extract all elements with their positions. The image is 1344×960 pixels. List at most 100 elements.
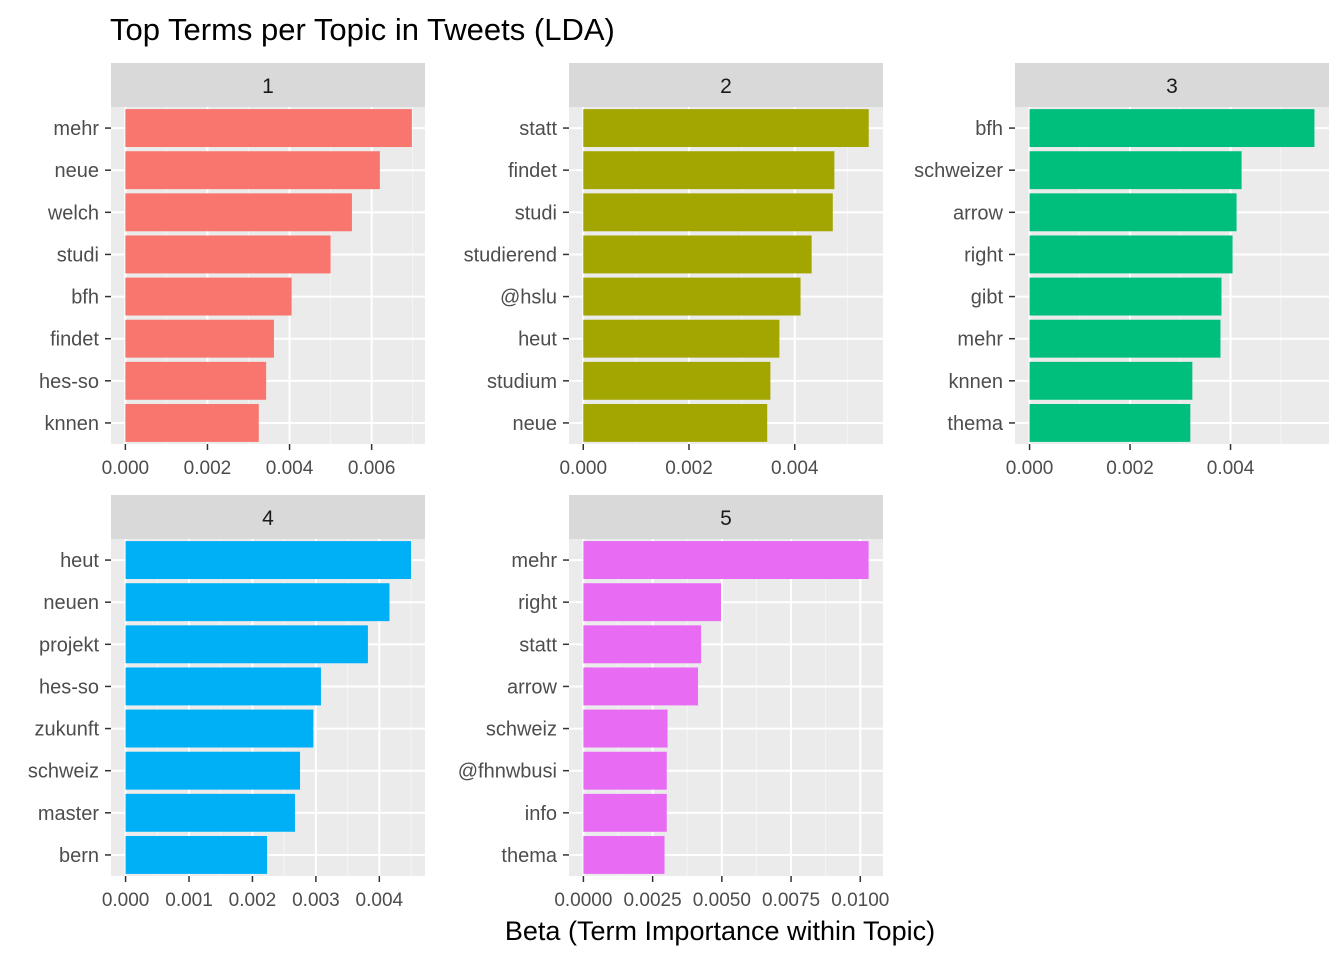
x-tick-label: 0.004 <box>266 458 314 479</box>
facet-panel-2: 2 0.000 0.002 0.004 statt findet studi studiere… <box>464 63 883 479</box>
bar-neuen <box>125 583 390 622</box>
facet-strip <box>111 63 425 107</box>
x-tick-label: 0.006 <box>348 458 396 479</box>
bar-neue <box>583 403 768 442</box>
y-tick-label: hes-so <box>39 371 99 393</box>
facet-strip-label: 4 <box>262 507 274 530</box>
bar-hes-so <box>125 361 267 400</box>
y-tick-label: @fhnwbusi <box>458 761 557 783</box>
x-tick-label: 0.000 <box>102 890 150 911</box>
bar-hes-so <box>125 667 321 706</box>
y-tick-label: projekt <box>39 634 99 656</box>
y-tick-label: statt <box>519 634 557 656</box>
bar-studi <box>583 193 833 232</box>
y-tick-label: studi <box>515 202 557 224</box>
y-tick-label: neue <box>513 413 558 435</box>
facet-strip-label: 1 <box>262 75 274 98</box>
facet-panel-1: 1 0.000 0.002 0.004 0.006 mehr neue welch studi b… <box>39 63 425 479</box>
x-tick-label: 0.0000 <box>554 890 612 911</box>
x-tick-label: 0.004 <box>356 890 404 911</box>
y-tick-label: thema <box>947 413 1003 435</box>
x-tick-label: 0.002 <box>665 458 713 479</box>
bar-mehr <box>1029 319 1221 358</box>
y-tick-label: mehr <box>53 118 99 140</box>
bar-heut <box>583 319 780 358</box>
x-tick-label: 0.0025 <box>624 890 682 911</box>
bar-bfh <box>125 277 292 316</box>
bar-bern <box>125 835 268 874</box>
facet-strip-label: 2 <box>720 75 732 98</box>
y-tick-label: right <box>964 244 1003 266</box>
y-tick-label: neuen <box>43 592 99 614</box>
facet-strip-label: 5 <box>720 507 732 530</box>
y-tick-label: gibt <box>971 287 1004 309</box>
bar-studi <box>125 235 331 274</box>
bar-schweiz <box>125 751 301 790</box>
y-tick-label: knnen <box>45 413 100 435</box>
y-tick-label: heut <box>518 329 557 351</box>
bar-thema <box>583 835 665 874</box>
y-tick-label: right <box>518 592 557 614</box>
bar-welch <box>125 193 352 232</box>
facet-panels: 1 0.000 0.002 0.004 0.006 mehr neue welch studi b… <box>28 63 1329 911</box>
chart-title: Top Terms per Topic in Tweets (LDA) <box>110 12 615 47</box>
facet-panel-4: 4 0.000 0.001 0.002 0.003 0.004 heut neuen proje… <box>28 495 425 911</box>
x-tick-label: 0.004 <box>1207 458 1255 479</box>
y-tick-label: findet <box>508 160 557 182</box>
bar-statt <box>583 109 869 148</box>
x-tick-label: 0.001 <box>165 890 213 911</box>
x-tick-label: 0.0100 <box>831 890 889 911</box>
facet-panel-5: 5 0.0000 0.0025 0.0050 0.0075 0.0100 mehr right… <box>458 495 889 911</box>
facet-strip <box>569 63 883 107</box>
facet-panel-3: 3 0.000 0.002 0.004 bfh schweizer arrow right gi… <box>914 63 1329 479</box>
y-tick-label: bfh <box>71 287 99 309</box>
y-tick-label: thema <box>501 845 557 867</box>
bar-mehr <box>583 541 869 580</box>
bar-bfh <box>1029 109 1315 148</box>
facet-strip <box>569 495 883 539</box>
x-tick-label: 0.003 <box>292 890 340 911</box>
bar-arrow <box>583 667 699 706</box>
bar-knnen <box>1029 361 1193 400</box>
bar-statt <box>583 625 702 664</box>
y-tick-label: info <box>525 803 557 825</box>
y-tick-label: heut <box>60 550 99 572</box>
bar-findet <box>125 319 274 358</box>
x-tick-label: 0.000 <box>102 458 150 479</box>
y-tick-label: arrow <box>953 202 1004 224</box>
y-tick-label: studium <box>487 371 557 393</box>
bar-arrow <box>1029 193 1237 232</box>
y-tick-label: studi <box>57 244 99 266</box>
bar-thema <box>1029 403 1191 442</box>
x-tick-label: 0.002 <box>184 458 232 479</box>
y-tick-label: zukunft <box>35 719 100 741</box>
bar-schweiz <box>583 709 668 748</box>
facet-strip <box>1015 63 1329 107</box>
x-axis-title: Beta (Term Importance within Topic) <box>505 916 935 946</box>
y-tick-label: studierend <box>464 244 557 266</box>
facet-strip <box>111 495 425 539</box>
bar-heut <box>125 541 412 580</box>
y-tick-label: @hslu <box>500 287 557 309</box>
y-tick-label: knnen <box>949 371 1004 393</box>
bar-findet <box>583 151 835 190</box>
bar-info <box>583 793 667 832</box>
y-tick-label: arrow <box>507 676 558 698</box>
x-tick-label: 0.002 <box>229 890 277 911</box>
y-tick-label: bfh <box>975 118 1003 140</box>
x-tick-label: 0.004 <box>771 458 819 479</box>
bar-gibt <box>1029 277 1222 316</box>
y-tick-label: master <box>38 803 99 825</box>
y-tick-label: mehr <box>511 550 557 572</box>
bar-knnen <box>125 403 259 442</box>
x-tick-label: 0.002 <box>1106 458 1154 479</box>
y-tick-label: statt <box>519 118 557 140</box>
facet-strip-label: 3 <box>1166 75 1178 98</box>
bar-right <box>1029 235 1233 274</box>
y-tick-label: bern <box>59 845 99 867</box>
bar-@fhnwbusi <box>583 751 667 790</box>
x-tick-label: 0.0075 <box>762 890 820 911</box>
bar-schweizer <box>1029 151 1242 190</box>
y-tick-label: mehr <box>957 329 1003 351</box>
